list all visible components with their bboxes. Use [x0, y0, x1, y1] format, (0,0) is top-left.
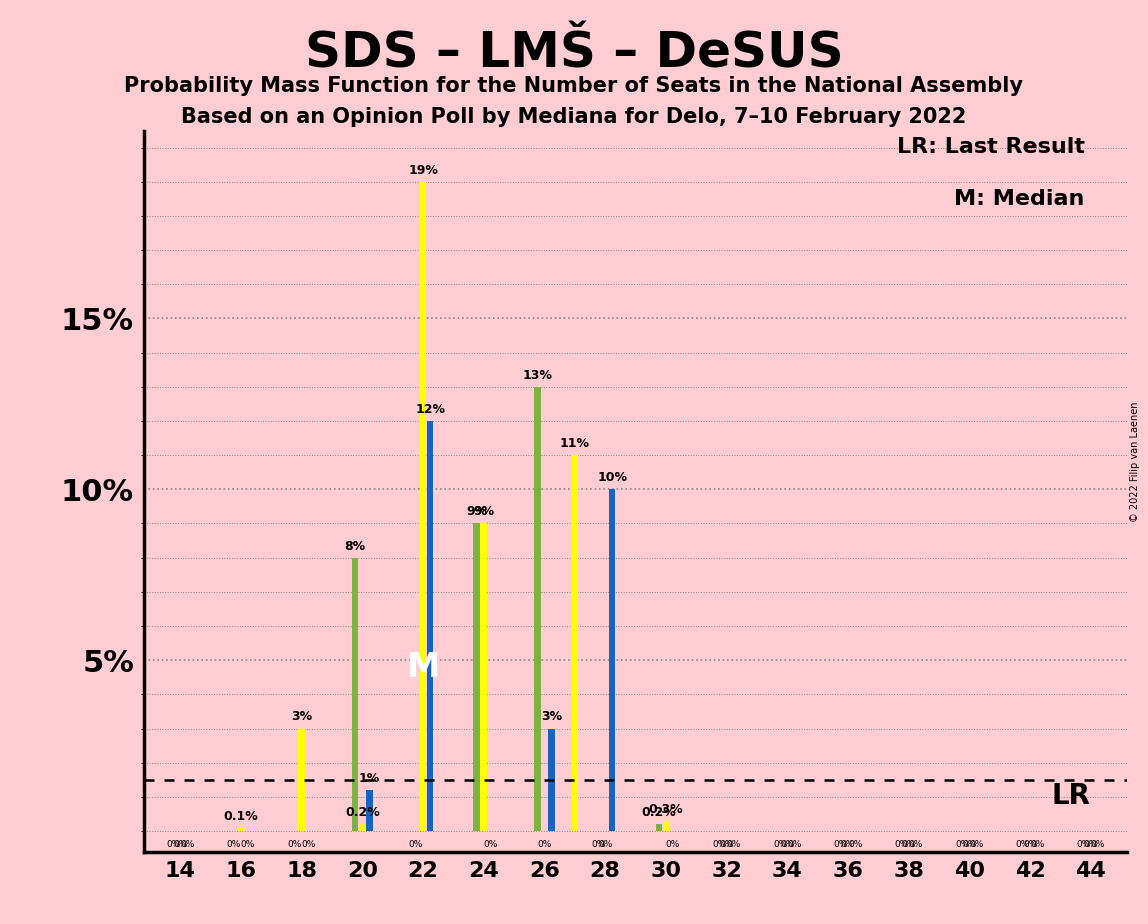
Text: 0%: 0%	[720, 840, 734, 848]
Text: 0%: 0%	[781, 840, 794, 848]
Bar	[549, 728, 554, 831]
Text: LR: Last Result: LR: Last Result	[897, 138, 1085, 157]
Bar	[473, 524, 480, 831]
Text: 0%: 0%	[1030, 840, 1045, 848]
Text: 0%: 0%	[773, 840, 788, 848]
Bar	[656, 824, 662, 831]
Bar	[481, 524, 487, 831]
Bar	[662, 821, 669, 831]
Text: 0%: 0%	[537, 840, 552, 848]
Bar	[608, 490, 615, 831]
Text: 9%: 9%	[473, 505, 495, 518]
Text: 0%: 0%	[166, 840, 180, 848]
Text: 13%: 13%	[522, 369, 552, 382]
Text: 0%: 0%	[901, 840, 916, 848]
Text: 0.3%: 0.3%	[649, 803, 683, 816]
Text: 0%: 0%	[302, 840, 316, 848]
Text: 3%: 3%	[292, 711, 312, 723]
Text: 0%: 0%	[287, 840, 302, 848]
Text: 0%: 0%	[1016, 840, 1030, 848]
Text: 0%: 0%	[894, 840, 909, 848]
Text: 0%: 0%	[955, 840, 970, 848]
Text: 0%: 0%	[409, 840, 424, 848]
Text: Based on an Opinion Poll by Mediana for Delo, 7–10 February 2022: Based on an Opinion Poll by Mediana for …	[181, 107, 967, 128]
Text: 0%: 0%	[180, 840, 194, 848]
Text: 0%: 0%	[712, 840, 727, 848]
Bar	[534, 387, 541, 831]
Text: 1%: 1%	[359, 772, 380, 784]
Text: M: M	[406, 651, 440, 684]
Text: 0%: 0%	[788, 840, 801, 848]
Text: 0%: 0%	[840, 840, 855, 848]
Text: 0%: 0%	[833, 840, 848, 848]
Text: 0%: 0%	[848, 840, 862, 848]
Text: SDS – LMŠ – DeSUS: SDS – LMŠ – DeSUS	[304, 30, 844, 78]
Text: 0%: 0%	[241, 840, 255, 848]
Text: 0%: 0%	[908, 840, 923, 848]
Text: 0%: 0%	[969, 840, 984, 848]
Bar	[359, 824, 365, 831]
Bar	[366, 790, 373, 831]
Text: 0%: 0%	[1091, 840, 1106, 848]
Bar	[420, 182, 426, 831]
Text: Probability Mass Function for the Number of Seats in the National Assembly: Probability Mass Function for the Number…	[124, 76, 1024, 96]
Text: 0%: 0%	[666, 840, 680, 848]
Text: 0%: 0%	[1023, 840, 1038, 848]
Bar	[427, 421, 434, 831]
Text: 9%: 9%	[466, 505, 487, 518]
Text: 0.2%: 0.2%	[344, 806, 380, 819]
Text: 0%: 0%	[226, 840, 241, 848]
Text: 0%: 0%	[1077, 840, 1091, 848]
Text: 0%: 0%	[727, 840, 740, 848]
Bar	[352, 558, 358, 831]
Text: 8%: 8%	[344, 540, 366, 553]
Text: 0.1%: 0.1%	[224, 809, 258, 822]
Text: 0%: 0%	[962, 840, 977, 848]
Text: 0%: 0%	[173, 840, 187, 848]
Text: 0%: 0%	[483, 840, 498, 848]
Text: LR: LR	[1052, 782, 1091, 809]
Text: 11%: 11%	[560, 437, 590, 450]
Text: 19%: 19%	[408, 164, 439, 176]
Bar	[238, 828, 245, 831]
Text: 0%: 0%	[1084, 840, 1097, 848]
Text: 0.2%: 0.2%	[642, 806, 676, 819]
Text: 0%: 0%	[591, 840, 605, 848]
Text: 12%: 12%	[416, 403, 445, 416]
Text: 0%: 0%	[598, 840, 612, 848]
Text: 10%: 10%	[597, 471, 627, 484]
Bar	[572, 456, 579, 831]
Text: © 2022 Filip van Laenen: © 2022 Filip van Laenen	[1130, 402, 1140, 522]
Text: 3%: 3%	[541, 711, 563, 723]
Text: M: Median: M: Median	[954, 188, 1085, 209]
Bar	[298, 728, 305, 831]
